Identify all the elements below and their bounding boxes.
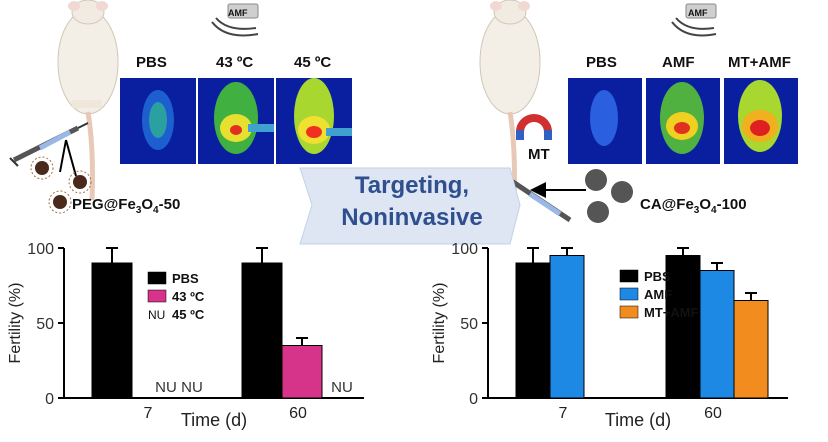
x-tick-label: 60 [704, 405, 722, 422]
thermal-image-left-pbs [120, 78, 196, 164]
mouse-left-illustration [57, 0, 119, 201]
fertility-chart-right: 0 50 100 Fertility (%) Time (d) 7 60 PBS AMF MT+A… [431, 241, 788, 430]
bar [91, 262, 133, 399]
legend-swatch [619, 269, 639, 283]
nanoparticle-left-icon [30, 156, 92, 214]
image-label-43-left: 43 ºC [216, 54, 254, 71]
nu-marker: NU [155, 379, 177, 396]
bar [281, 345, 323, 399]
x-tick-label: 7 [144, 405, 153, 422]
thermal-image-left-45 [276, 78, 352, 164]
bar [733, 300, 769, 399]
image-label-mtamf-right: MT+AMF [728, 54, 791, 71]
nu-marker: NU [331, 379, 353, 396]
legend-entry: AMF [644, 287, 672, 302]
bar [515, 262, 551, 399]
nu-marker: NU [181, 379, 203, 396]
amf-signal-right-icon [671, 3, 717, 37]
image-label-pbs-right: PBS [586, 54, 617, 71]
bar [241, 262, 283, 399]
x-axis-label: Time (d) [181, 410, 247, 430]
image-label-45-left: 45 ºC [294, 54, 332, 71]
image-label-pbs-left: PBS [136, 54, 167, 71]
legend-swatch [147, 271, 167, 285]
x-axis-label: Time (d) [605, 410, 671, 430]
x-tick-label: 60 [289, 405, 307, 422]
center-text-line1: Targeting, [354, 172, 470, 199]
y-tick-label: 100 [27, 241, 54, 258]
legend-entry: MT+AMF [644, 305, 699, 320]
y-tick-label: 0 [469, 391, 478, 408]
magnet-label: MT [528, 146, 550, 163]
y-tick-label: 100 [451, 241, 478, 258]
arrow-up-icon [59, 139, 67, 173]
targeting-arrow-banner [299, 167, 521, 245]
particle-label-right: CA@Fe3O4-100 [640, 196, 747, 216]
y-tick-label: 50 [36, 316, 54, 333]
x-tick-label: 7 [559, 405, 568, 422]
magnet-icon [516, 114, 552, 140]
y-axis-label: Fertility (%) [431, 283, 448, 364]
amf-tag-left: AMF [228, 8, 248, 18]
legend-swatch [147, 289, 167, 303]
bar [665, 255, 701, 399]
thermal-image-left-43 [198, 78, 274, 164]
bar [699, 270, 735, 399]
thermal-image-right-mtamf [724, 78, 798, 164]
amf-signal-left-icon [211, 3, 259, 37]
y-tick-label: 0 [45, 391, 54, 408]
legend-entry: 43 ºC [172, 289, 205, 304]
center-banner: Targeting, Noninvasive [292, 160, 532, 250]
syringe-left-icon [9, 122, 89, 167]
center-text-line2: Noninvasive [341, 204, 483, 231]
arrow-up-icon [65, 139, 77, 177]
nanoparticle-right-icon [585, 169, 633, 223]
amf-tag-right: AMF [688, 8, 708, 18]
particle-label-left: PEG@Fe3O4-50 [72, 196, 181, 216]
legend-entry: 45 ºC [172, 307, 205, 322]
y-axis-label: Fertility (%) [7, 283, 24, 364]
legend-swatch [619, 305, 639, 319]
thermal-image-right-pbs [568, 78, 642, 164]
thermal-image-right-amf [646, 78, 720, 164]
image-label-amf-right: AMF [662, 54, 695, 71]
legend-nu-prefix: NU [148, 308, 165, 322]
legend-entry: PBS [172, 271, 199, 286]
legend-swatch [619, 287, 639, 301]
legend-entry: PBS [644, 269, 671, 284]
bar [549, 255, 585, 399]
y-tick-label: 50 [460, 316, 478, 333]
